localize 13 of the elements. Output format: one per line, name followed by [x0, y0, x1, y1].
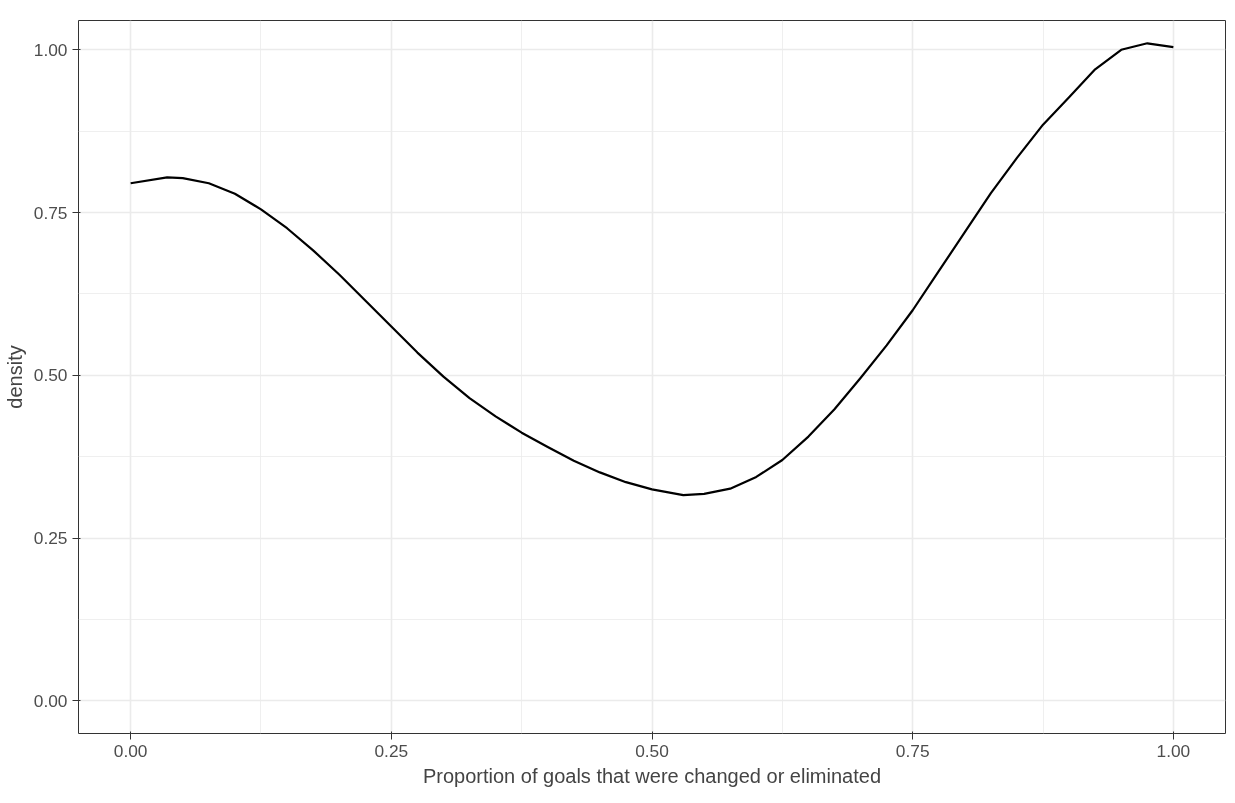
line-series [129, 42, 1175, 497]
y-tick-label: 0.50 [33, 365, 68, 386]
x-tick-label: 0.25 [374, 740, 409, 761]
x-tick-label: 0.75 [895, 740, 930, 761]
x-tick-label: 0.00 [113, 740, 148, 761]
y-axis-title: density [3, 345, 26, 409]
y-tick-label: 0.00 [33, 690, 68, 711]
y-tick-label: 0.25 [33, 528, 68, 549]
y-tick-label: 1.00 [33, 39, 68, 60]
x-tick-label: 1.00 [1156, 740, 1191, 761]
y-tick-label: 0.75 [33, 202, 68, 223]
x-tick-label: 0.50 [635, 740, 669, 761]
x-axis-title: Proportion of goals that were changed or eliminated [422, 764, 882, 787]
